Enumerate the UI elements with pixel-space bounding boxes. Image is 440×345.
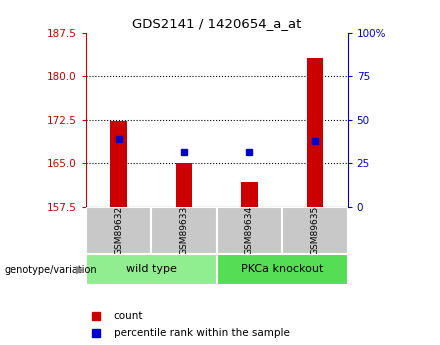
- Bar: [86, 254, 217, 285]
- Bar: [217, 207, 282, 254]
- Bar: [151, 207, 217, 254]
- Text: genotype/variation: genotype/variation: [4, 265, 97, 275]
- Text: percentile rank within the sample: percentile rank within the sample: [114, 328, 290, 338]
- Bar: [307, 58, 323, 207]
- Text: GSM89633: GSM89633: [180, 206, 188, 255]
- Text: ▶: ▶: [76, 265, 84, 275]
- Text: GSM89632: GSM89632: [114, 206, 123, 255]
- Bar: [86, 207, 151, 254]
- Text: count: count: [114, 311, 143, 321]
- Bar: [241, 182, 257, 207]
- Bar: [217, 254, 348, 285]
- Text: GSM89634: GSM89634: [245, 206, 254, 255]
- Text: GSM89635: GSM89635: [310, 206, 319, 255]
- Bar: [282, 207, 348, 254]
- Bar: [176, 163, 192, 207]
- Bar: [110, 121, 127, 207]
- Text: PKCa knockout: PKCa knockout: [241, 264, 323, 274]
- Text: wild type: wild type: [126, 264, 177, 274]
- Title: GDS2141 / 1420654_a_at: GDS2141 / 1420654_a_at: [132, 17, 301, 30]
